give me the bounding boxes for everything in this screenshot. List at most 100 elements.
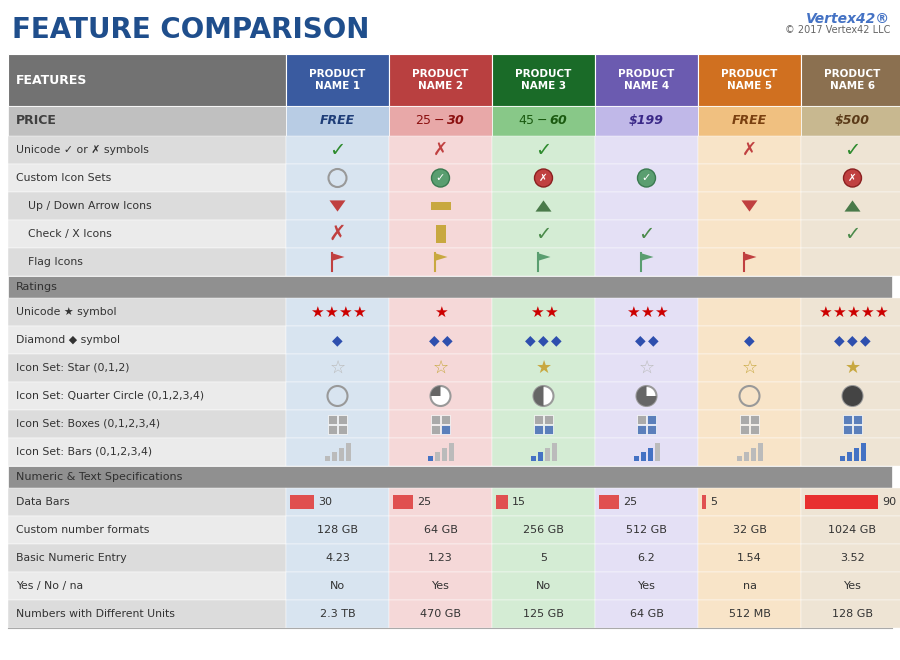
Text: ✓: ✓ (844, 141, 860, 160)
Bar (492, 544, 595, 572)
Bar (801, 410, 900, 438)
Bar (744, 452, 749, 461)
Text: 64 GB: 64 GB (424, 525, 457, 535)
Polygon shape (536, 201, 552, 212)
Text: 3.52: 3.52 (840, 553, 865, 563)
Bar (843, 414, 852, 424)
Bar (698, 516, 801, 544)
Bar (538, 452, 544, 461)
Circle shape (843, 169, 861, 187)
Bar (496, 495, 508, 509)
Bar (389, 298, 492, 326)
Text: na: na (742, 581, 757, 591)
Bar (595, 164, 698, 192)
Bar (286, 54, 389, 106)
Text: Yes / No / na: Yes / No / na (16, 581, 83, 591)
Bar (286, 382, 389, 410)
Bar (801, 544, 900, 572)
Bar (595, 248, 698, 276)
Bar (595, 544, 698, 572)
Text: ◆: ◆ (428, 333, 439, 347)
Bar (492, 410, 595, 438)
Polygon shape (331, 253, 345, 261)
Text: 5: 5 (710, 497, 717, 507)
Bar (436, 452, 440, 461)
Wedge shape (430, 386, 440, 396)
Text: $25-$30: $25-$30 (416, 114, 465, 127)
Text: 1.54: 1.54 (737, 553, 762, 563)
Bar (8, 164, 286, 192)
Bar (286, 220, 389, 248)
Bar (595, 354, 698, 382)
Bar (801, 106, 900, 136)
Text: ✓: ✓ (436, 173, 446, 183)
Text: 125 GB: 125 GB (523, 609, 564, 619)
Bar (595, 410, 698, 438)
Text: ✗: ✗ (328, 224, 346, 244)
Bar (8, 326, 286, 354)
Text: ★: ★ (324, 304, 338, 319)
Text: ✓: ✓ (638, 224, 654, 244)
Text: 128 GB: 128 GB (832, 609, 873, 619)
Text: Unicode ★ symbol: Unicode ★ symbol (16, 307, 116, 317)
Circle shape (636, 386, 656, 406)
Bar (698, 410, 801, 438)
Bar (286, 248, 389, 276)
Bar (389, 248, 492, 276)
Text: PRODUCT
NAME 3: PRODUCT NAME 3 (516, 69, 572, 91)
Text: ★: ★ (310, 304, 323, 319)
Text: Icon Set: Bars (0,1,2,3,4): Icon Set: Bars (0,1,2,3,4) (16, 447, 152, 457)
Bar (544, 424, 553, 434)
Bar (698, 298, 801, 326)
Text: ★: ★ (653, 304, 667, 319)
Text: Data Bars: Data Bars (16, 497, 69, 507)
Wedge shape (842, 386, 862, 406)
Text: ✗: ✗ (539, 172, 548, 183)
Bar (740, 424, 749, 434)
Bar (801, 572, 900, 600)
Bar (328, 414, 337, 424)
Text: ★: ★ (844, 359, 860, 377)
Bar (595, 136, 698, 164)
Bar (286, 136, 389, 164)
Text: Yes: Yes (843, 581, 861, 591)
Text: Basic Numeric Entry: Basic Numeric Entry (16, 553, 127, 563)
Bar (740, 414, 749, 424)
Text: ◆: ◆ (834, 333, 845, 347)
Bar (492, 326, 595, 354)
Bar (389, 106, 492, 136)
Text: Custom number formats: Custom number formats (16, 525, 149, 535)
Text: ★: ★ (536, 359, 552, 377)
Bar (599, 495, 619, 509)
Bar (492, 354, 595, 382)
Text: ◆: ◆ (847, 333, 858, 347)
Text: ★: ★ (626, 304, 639, 319)
Bar (286, 164, 389, 192)
Bar (492, 516, 595, 544)
Text: ◆: ◆ (648, 333, 658, 347)
Bar (595, 438, 698, 466)
Bar (801, 220, 900, 248)
Text: Vertex42®: Vertex42® (806, 12, 890, 26)
Bar (698, 164, 801, 192)
Text: 1.23: 1.23 (428, 553, 453, 563)
Polygon shape (742, 201, 758, 212)
Bar (698, 220, 801, 248)
Bar (698, 192, 801, 220)
Bar (595, 382, 698, 410)
Bar (492, 600, 595, 628)
Text: ★: ★ (352, 304, 365, 319)
Bar (492, 488, 595, 516)
Text: 64 GB: 64 GB (630, 609, 663, 619)
Text: 2.3 TB: 2.3 TB (320, 609, 356, 619)
Text: ★: ★ (818, 304, 832, 319)
Bar (430, 202, 451, 210)
Bar (801, 438, 900, 466)
Bar (801, 326, 900, 354)
Text: FEATURE COMPARISON: FEATURE COMPARISON (12, 16, 369, 44)
Bar (750, 424, 759, 434)
Bar (553, 443, 557, 461)
Bar (286, 544, 389, 572)
Bar (389, 354, 492, 382)
Bar (389, 600, 492, 628)
